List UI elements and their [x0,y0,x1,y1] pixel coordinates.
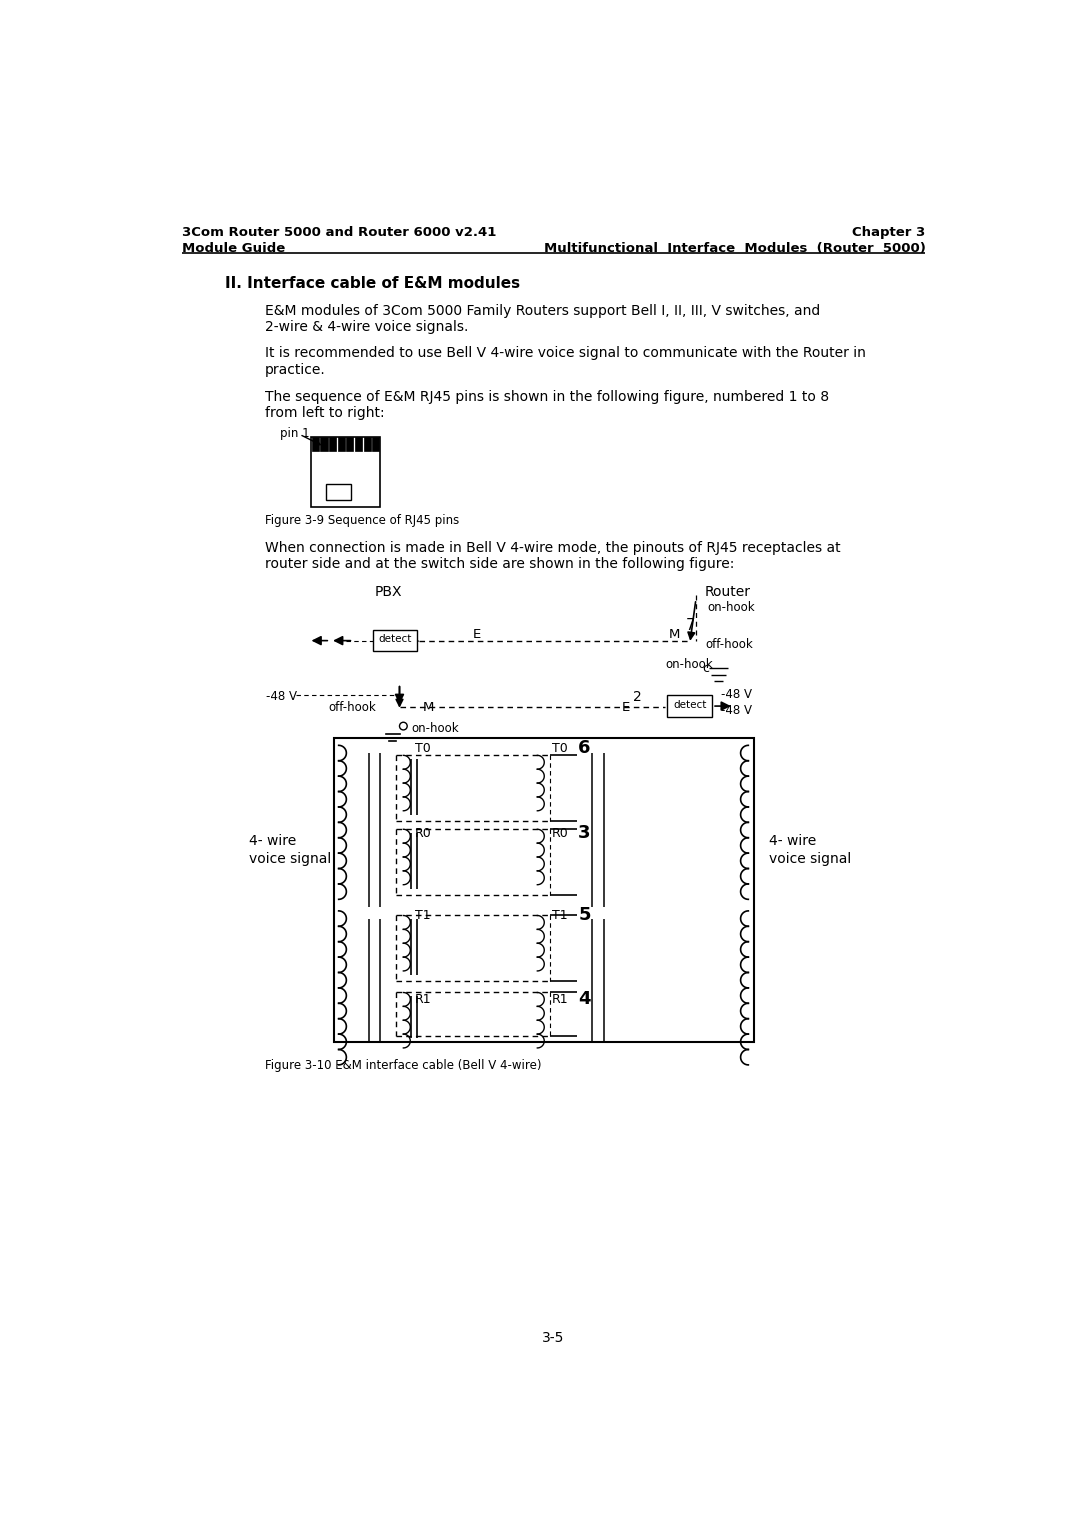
Text: M: M [669,628,680,641]
Text: 2: 2 [633,690,642,704]
Text: c: c [702,663,710,675]
Text: R0: R0 [415,828,432,840]
Bar [311,437,380,507]
Text: voice signal: voice signal [249,852,332,866]
Text: When connection is made in Bell V 4-wire mode, the pinouts of RJ45 receptacles a: When connection is made in Bell V 4-wire… [265,541,840,556]
Text: -48 V: -48 V [266,690,297,702]
Text: -48 V: -48 V [721,704,753,716]
Bar [373,437,379,450]
Text: II. Interface cable of E&M modules: II. Interface cable of E&M modules [225,276,519,290]
Bar [321,437,327,450]
Bar [338,437,345,450]
Text: detect: detect [673,699,706,710]
Text: from left to right:: from left to right: [265,406,384,420]
Text: on-hook: on-hook [707,602,755,614]
Text: R1: R1 [552,993,568,1006]
Text: Figure 3-9 Sequence of RJ45 pins: Figure 3-9 Sequence of RJ45 pins [265,515,459,527]
Text: T1: T1 [552,909,568,922]
Text: R0: R0 [552,828,569,840]
Bar [312,437,319,450]
Text: off-hook: off-hook [705,638,753,651]
Text: 6: 6 [578,739,591,757]
Text: M: M [422,701,434,713]
Text: pin 1: pin 1 [280,426,310,440]
Text: It is recommended to use Bell V 4-wire voice signal to communicate with the Rout: It is recommended to use Bell V 4-wire v… [265,347,866,360]
Text: T0: T0 [415,742,431,756]
Text: on-hook: on-hook [665,658,713,670]
Text: 5: 5 [578,906,591,924]
Text: 3Com Router 5000 and Router 6000 v2.41: 3Com Router 5000 and Router 6000 v2.41 [181,226,496,238]
Text: The sequence of E&M RJ45 pins is shown in the following figure, numbered 1 to 8: The sequence of E&M RJ45 pins is shown i… [265,389,828,403]
Text: Router: Router [704,585,751,599]
Bar [355,437,362,450]
Text: Figure 3-10 E&M interface cable (Bell V 4-wire): Figure 3-10 E&M interface cable (Bell V … [265,1060,541,1072]
Text: 3-5: 3-5 [542,1330,565,1345]
Bar [347,437,353,450]
Text: 4- wire: 4- wire [249,834,297,847]
Text: PBX: PBX [374,585,402,599]
Text: voice signal: voice signal [769,852,851,866]
Text: on-hook: on-hook [411,722,459,734]
Text: Multifunctional  Interface  Modules  (Router  5000): Multifunctional Interface Modules (Route… [543,241,926,255]
Text: T1: T1 [415,909,431,922]
Text: practice.: practice. [265,362,325,377]
Text: router side and at the switch side are shown in the following figure:: router side and at the switch side are s… [265,557,734,571]
Text: 2-wire & 4-wire voice signals.: 2-wire & 4-wire voice signals. [265,321,468,334]
Text: E: E [473,628,481,641]
Text: -48 V: -48 V [721,687,753,701]
Text: R1: R1 [415,993,432,1006]
Text: Chapter 3: Chapter 3 [852,226,926,238]
Text: T0: T0 [552,742,568,756]
Bar [667,695,712,716]
Bar [373,629,417,652]
Text: Module Guide: Module Guide [181,241,285,255]
Bar [329,437,336,450]
Bar [326,484,351,501]
Text: 4: 4 [578,989,591,1008]
Text: 7: 7 [686,618,696,634]
Bar [334,738,754,1041]
Text: E: E [621,701,630,713]
Text: E&M modules of 3Com 5000 Family Routers support Bell I, II, III, V switches, and: E&M modules of 3Com 5000 Family Routers … [265,304,820,318]
Text: 3: 3 [578,825,591,841]
Bar [364,437,370,450]
Text: detect: detect [378,634,411,644]
Text: off-hook: off-hook [328,701,377,713]
Text: 4- wire: 4- wire [769,834,816,847]
